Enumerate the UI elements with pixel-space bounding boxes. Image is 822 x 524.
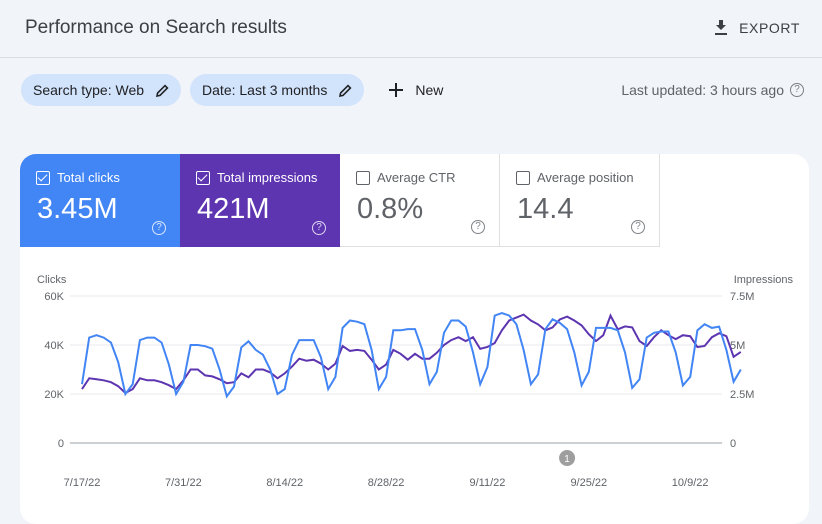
metric-total-clicks[interactable]: Total clicks 3.45M ? xyxy=(20,154,180,247)
date-chip[interactable]: Date: Last 3 months xyxy=(190,74,365,106)
help-icon[interactable]: ? xyxy=(631,220,645,234)
left-tick-label: 40K xyxy=(44,340,64,352)
checkbox-checked-icon[interactable] xyxy=(36,170,50,185)
metric-label: Total clicks xyxy=(57,170,120,185)
x-tick-label: 7/31/22 xyxy=(165,477,202,489)
metric-value: 3.45M xyxy=(37,193,118,225)
right-tick-label: 5M xyxy=(730,340,745,352)
download-icon xyxy=(715,20,728,35)
series-line-impressions xyxy=(81,313,742,395)
help-icon[interactable]: ? xyxy=(471,220,485,234)
checkbox-icon[interactable] xyxy=(516,170,530,185)
metric-label: Average position xyxy=(537,170,634,185)
series-line-clicks xyxy=(81,312,742,399)
last-updated-text: Last updated: 3 hours ago xyxy=(621,82,784,98)
filter-bar: Search type: Web Date: Last 3 months New xyxy=(21,74,453,106)
checkbox-icon[interactable] xyxy=(356,170,370,185)
help-icon[interactable]: ? xyxy=(790,83,804,97)
help-icon[interactable]: ? xyxy=(152,221,166,235)
metric-label: Total impressions xyxy=(217,170,318,185)
x-tick-label: 8/14/22 xyxy=(266,477,303,489)
export-button[interactable]: EXPORT xyxy=(713,19,800,37)
metric-total-impressions[interactable]: Total impressions 421M ? xyxy=(180,154,340,247)
annotation-marker[interactable]: 1 xyxy=(559,450,576,466)
export-label: EXPORT xyxy=(739,20,800,36)
page-title: Performance on Search results xyxy=(25,17,287,38)
right-axis-label: Impressions xyxy=(734,274,794,286)
left-tick-label: 0 xyxy=(58,438,64,450)
metric-average-position[interactable]: Average position 14.4 ? xyxy=(500,154,660,247)
pencil-icon xyxy=(339,83,352,97)
chip-label: Date: Last 3 months xyxy=(202,82,328,98)
right-tick-label: 0 xyxy=(730,438,736,450)
left-tick-label: 60K xyxy=(44,291,64,303)
x-tick-label: 7/17/22 xyxy=(64,477,101,489)
metric-value: 0.8% xyxy=(357,193,424,225)
performance-card: Total clicks 3.45M ? Total impressions 4… xyxy=(20,154,809,524)
right-tick-label: 7.5M xyxy=(730,291,754,303)
performance-chart: Clicks Impressions 0 0 20K 2.5M 40K 5M 60K 7.5M… xyxy=(37,274,794,489)
last-updated: Last updated: 3 hours ago ? xyxy=(621,82,804,98)
search-type-chip[interactable]: Search type: Web xyxy=(21,74,182,106)
help-icon[interactable]: ? xyxy=(312,221,326,235)
x-tick-label: 8/28/22 xyxy=(368,477,405,489)
metric-average-ctr[interactable]: Average CTR 0.8% ? xyxy=(340,154,500,247)
metric-value: 14.4 xyxy=(517,193,574,225)
left-axis-label: Clicks xyxy=(37,274,67,286)
pencil-icon xyxy=(156,83,169,97)
metric-value: 421M xyxy=(197,193,270,225)
annotation-label: 1 xyxy=(564,454,570,465)
checkbox-checked-icon[interactable] xyxy=(196,170,210,185)
metric-label: Average CTR xyxy=(377,170,456,185)
page-header: Performance on Search results EXPORT xyxy=(0,0,822,58)
x-tick-label: 9/25/22 xyxy=(570,477,607,489)
x-tick-label: 10/9/22 xyxy=(672,477,709,489)
right-tick-label: 2.5M xyxy=(730,389,754,401)
left-tick-label: 20K xyxy=(44,389,64,401)
new-label: New xyxy=(415,82,444,98)
plus-icon xyxy=(389,83,404,97)
chip-label: Search type: Web xyxy=(33,82,145,98)
x-tick-label: 9/11/22 xyxy=(469,477,505,489)
new-filter-button[interactable]: New xyxy=(379,82,453,98)
